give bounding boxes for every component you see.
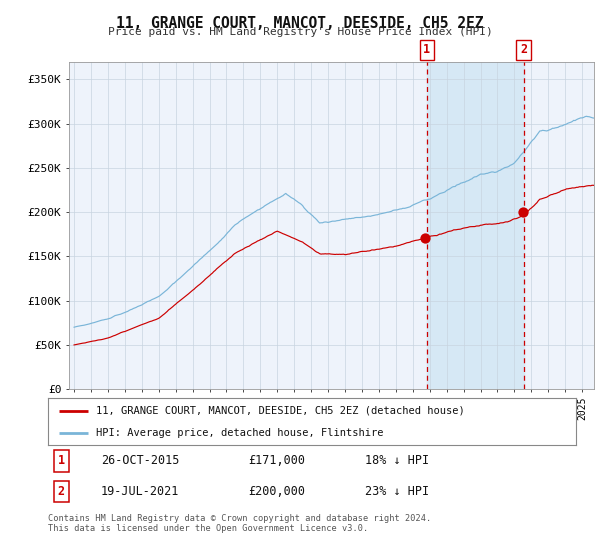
- Text: 2: 2: [58, 485, 65, 498]
- Text: 19-JUL-2021: 19-JUL-2021: [101, 485, 179, 498]
- Text: HPI: Average price, detached house, Flintshire: HPI: Average price, detached house, Flin…: [95, 428, 383, 438]
- Text: 1: 1: [423, 43, 430, 56]
- Text: 11, GRANGE COURT, MANCOT, DEESIDE, CH5 2EZ (detached house): 11, GRANGE COURT, MANCOT, DEESIDE, CH5 2…: [95, 406, 464, 416]
- Text: 11, GRANGE COURT, MANCOT, DEESIDE, CH5 2EZ: 11, GRANGE COURT, MANCOT, DEESIDE, CH5 2…: [116, 16, 484, 31]
- Text: Price paid vs. HM Land Registry's House Price Index (HPI): Price paid vs. HM Land Registry's House …: [107, 27, 493, 37]
- Point: [421, 234, 430, 242]
- Text: 23% ↓ HPI: 23% ↓ HPI: [365, 485, 429, 498]
- Point: [518, 208, 527, 217]
- Text: Contains HM Land Registry data © Crown copyright and database right 2024.
This d: Contains HM Land Registry data © Crown c…: [48, 514, 431, 534]
- Text: 2: 2: [520, 43, 527, 56]
- Text: 1: 1: [58, 454, 65, 468]
- Text: £171,000: £171,000: [248, 454, 305, 468]
- Text: £200,000: £200,000: [248, 485, 305, 498]
- Text: 18% ↓ HPI: 18% ↓ HPI: [365, 454, 429, 468]
- Text: 26-OCT-2015: 26-OCT-2015: [101, 454, 179, 468]
- Bar: [427, 62, 524, 389]
